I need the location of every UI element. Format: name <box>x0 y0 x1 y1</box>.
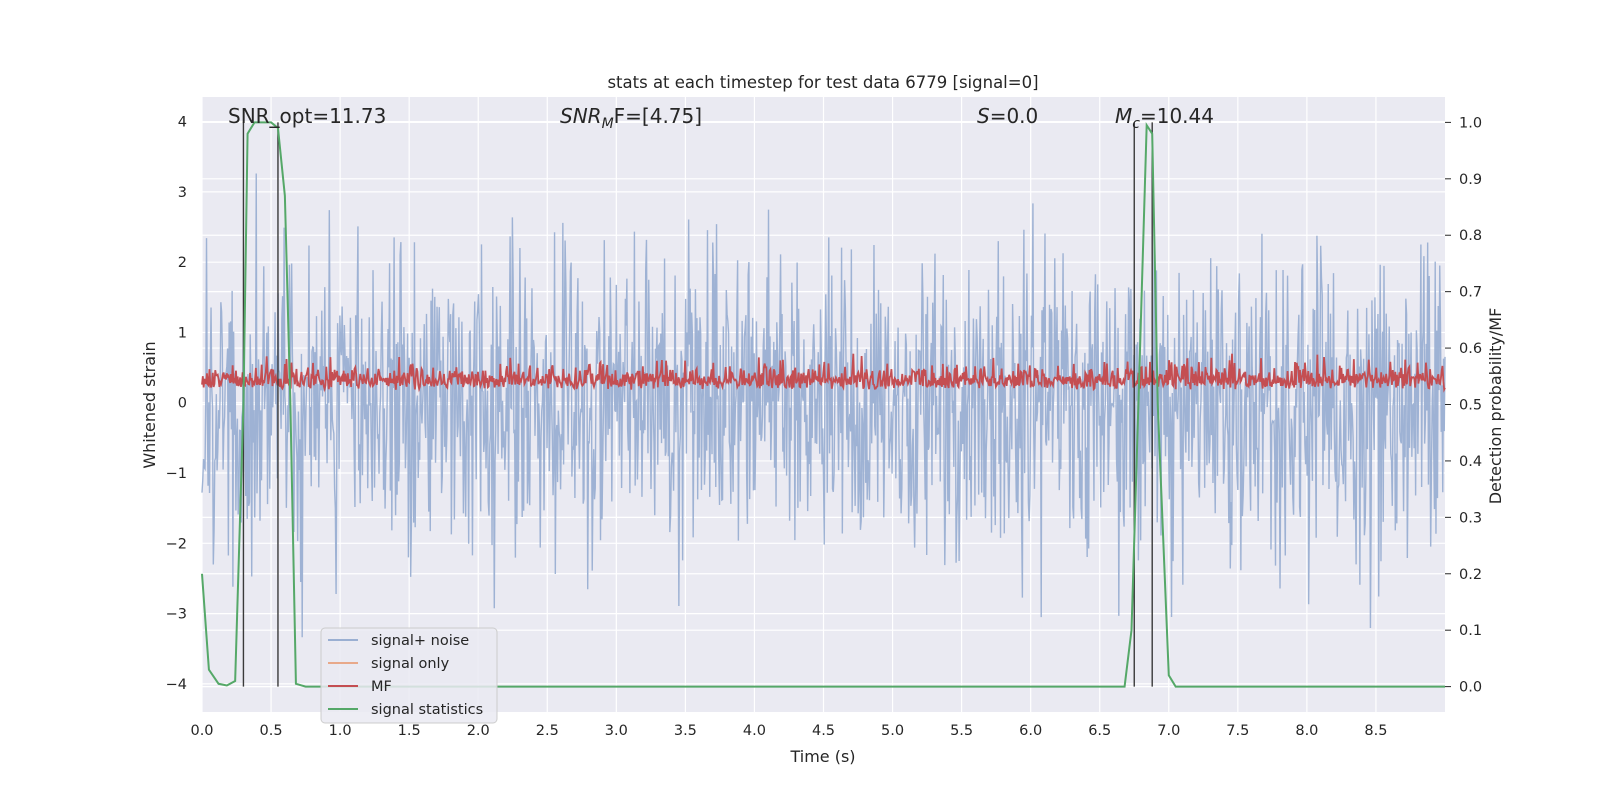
legend-box <box>320 627 498 724</box>
x-tick-label: 1.0 <box>329 723 352 739</box>
y-tick-label-left: −3 <box>166 607 187 623</box>
annotation-mc: Mc=10.44 <box>1115 104 1214 132</box>
y-tick-label-right: 0.3 <box>1459 510 1482 526</box>
y-tick-label-left: 3 <box>178 185 187 201</box>
x-tick-label: 5.5 <box>950 723 973 739</box>
annotation-s-rest: =0.0 <box>990 104 1039 128</box>
x-tick-label: 8.5 <box>1364 723 1387 739</box>
legend-label-signal-only: signal only <box>371 656 450 672</box>
legend: signal+ noise signal only MF signal stat… <box>320 627 498 724</box>
mf-series <box>201 353 1446 393</box>
x-tick-label: 5.0 <box>881 723 904 739</box>
mf-line <box>201 353 1446 393</box>
annotation-s-main: S <box>977 104 990 128</box>
x-tick-label: 4.5 <box>812 723 835 739</box>
y-tick-label-right: 0.5 <box>1459 398 1482 414</box>
annotation-s: S=0.0 <box>977 104 1038 128</box>
y-tick-label-left: 1 <box>178 325 187 341</box>
annotation-mc-main: M <box>1115 104 1132 128</box>
x-tick-label: 6.5 <box>1088 723 1111 739</box>
y-tick-label-left: 2 <box>178 255 187 271</box>
y-tick-label-right: 0.4 <box>1459 454 1482 470</box>
y-tick-label-left: 0 <box>178 396 187 412</box>
y-tick-label-left: −2 <box>166 536 187 552</box>
annotation-mc-sub: c <box>1132 116 1140 132</box>
y-tick-label-right: 0.9 <box>1459 172 1482 188</box>
y-tick-label-right: 0.1 <box>1459 623 1482 639</box>
y-tick-label-left: −4 <box>166 677 187 693</box>
y-tick-label-right: 0.0 <box>1459 680 1482 696</box>
x-tick-label: 6.0 <box>1019 723 1042 739</box>
signal-noise-series <box>201 173 1446 638</box>
grid <box>201 97 1445 712</box>
y-axis-label-right: Detection probability/MF <box>1486 308 1505 505</box>
y-tick-label-right: 0.2 <box>1459 567 1482 583</box>
y-tick-label-right: 0.7 <box>1459 285 1482 301</box>
signal-noise-line <box>201 173 1446 638</box>
x-tick-label: 2.5 <box>536 723 559 739</box>
x-tick-label: 7.5 <box>1226 723 1249 739</box>
annotation-snr-mf-rest: F=[4.75] <box>614 104 702 128</box>
y-ticks-right: 1.0 0.9 0.8 0.7 0.6 0.5 0.4 0.3 0.2 0.1 0.0 <box>1445 115 1482 696</box>
legend-label-signal-noise: signal+ noise <box>371 633 469 649</box>
x-tick-label: 4.0 <box>743 723 766 739</box>
x-tick-label: 3.0 <box>605 723 628 739</box>
x-tick-label: 0.5 <box>260 723 283 739</box>
x-tick-label: 8.0 <box>1295 723 1318 739</box>
y-tick-label-right: 0.6 <box>1459 341 1482 357</box>
x-tick-label: 2.0 <box>467 723 490 739</box>
annotation-mc-rest: =10.44 <box>1140 104 1214 128</box>
x-tick-label: 3.5 <box>674 723 697 739</box>
x-ticks: 0.0 0.5 1.0 1.5 2.0 2.5 3.0 3.5 4.0 4.5 5.0 5.5 6.0 6… <box>190 723 1387 739</box>
y-tick-label-left: −1 <box>166 466 187 482</box>
annotation-snr-opt: SNR_opt=11.73 <box>228 104 386 128</box>
x-tick-label: 0.0 <box>190 723 213 739</box>
annotation-snr-mf: SNRMF=[4.75] <box>560 104 702 132</box>
y-ticks-left: 4 3 2 1 0 −1 −2 −3 −4 <box>166 115 187 693</box>
annotation-snr-mf-main: SNR <box>560 104 602 128</box>
annotation-snr-mf-sub: M <box>602 116 614 132</box>
y-axis-label-left: Whitened strain <box>140 341 159 468</box>
legend-label-signal-statistics: signal statistics <box>371 702 483 718</box>
legend-label-mf: MF <box>371 679 392 695</box>
x-tick-label: 1.5 <box>398 723 421 739</box>
y-tick-label-left: 4 <box>178 115 187 131</box>
y-tick-label-right: 0.8 <box>1459 228 1482 244</box>
chart-title: stats at each timestep for test data 677… <box>607 73 1038 92</box>
y-tick-label-right: 1.0 <box>1459 115 1482 131</box>
x-axis-label: Time (s) <box>789 747 855 766</box>
x-tick-label: 7.0 <box>1157 723 1180 739</box>
